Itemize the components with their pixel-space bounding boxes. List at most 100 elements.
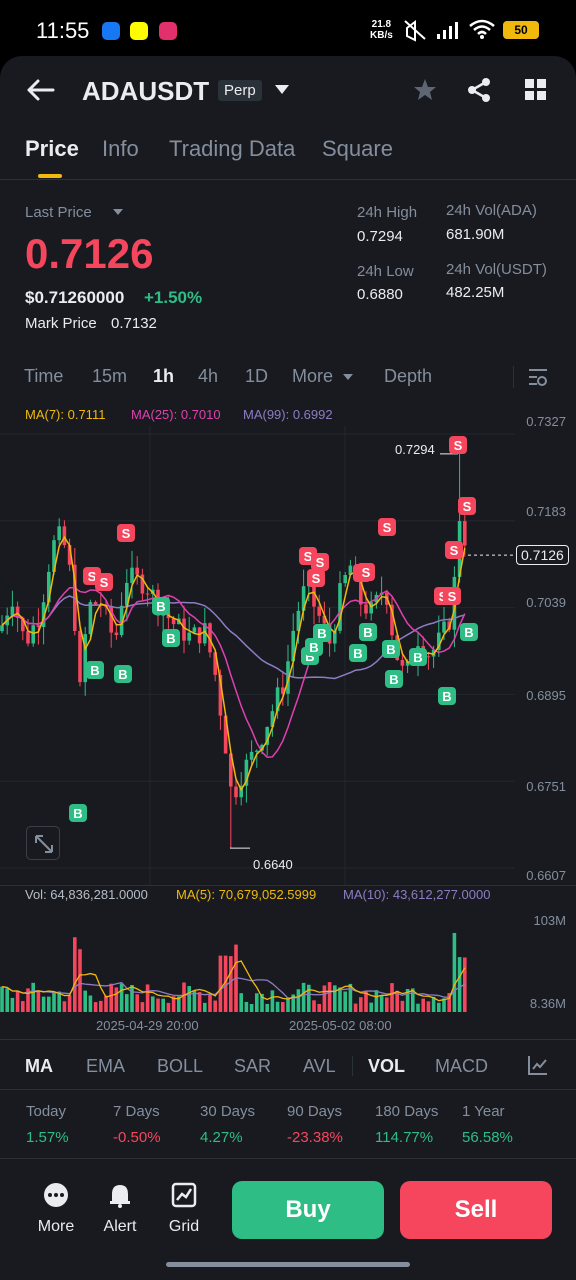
volume-bar (119, 983, 124, 1012)
grid-button[interactable]: Grid (154, 1182, 214, 1236)
candle-body (135, 567, 139, 575)
tf-15m[interactable]: 15m (92, 366, 128, 386)
volume-bar (192, 990, 197, 1012)
indicator-vol[interactable]: VOL (368, 1056, 406, 1076)
svg-text:S: S (383, 520, 392, 535)
net-speed: 21.8 KB/s (370, 19, 393, 41)
indicator-macd[interactable]: MACD (435, 1056, 488, 1076)
share-icon[interactable] (466, 77, 492, 103)
status-bar: 11:55 21.8 KB/s 50 (0, 0, 576, 56)
volume-bar (130, 984, 134, 1012)
volume-bar (213, 1000, 217, 1012)
volume-bar (104, 995, 108, 1012)
indicator-settings-icon[interactable] (527, 1054, 549, 1076)
candle-body (239, 785, 243, 798)
indicator-ema[interactable]: EMA (86, 1056, 126, 1076)
tab-price[interactable]: Price (25, 136, 79, 161)
candle-body (301, 586, 306, 611)
performance-label: 7 Days (113, 1103, 160, 1120)
volume-bar (156, 998, 160, 1012)
candle-body (317, 606, 321, 616)
tabs-divider (0, 179, 576, 180)
x-axis-label: 2025-05-02 08:00 (289, 1018, 392, 1033)
buy-marker: B (152, 597, 170, 615)
symbol-title[interactable]: ADAUSDT (82, 76, 210, 106)
volume-bar (312, 1000, 316, 1012)
volume-bar (244, 1001, 249, 1012)
fullscreen-button[interactable] (26, 826, 60, 860)
volume-ma10-line (1, 977, 466, 999)
tf-1d[interactable]: 1D (245, 366, 269, 386)
low-label: 24h Low (357, 263, 414, 280)
performance-label: 90 Days (287, 1103, 343, 1120)
tab-trading-data[interactable]: Trading Data (169, 136, 296, 161)
high-value: 0.7294 (357, 228, 403, 245)
ma99-legend: MA(99): 0.6992 (243, 407, 333, 422)
buy-button[interactable]: Buy (232, 1181, 384, 1239)
price-axis-label: 0.7183 (526, 504, 566, 519)
buy-marker: B (438, 687, 456, 705)
instagram-icon (159, 22, 177, 40)
low-value: 0.6880 (357, 286, 403, 303)
candle-body (213, 652, 217, 675)
alert-button[interactable]: Alert (90, 1182, 150, 1236)
volume-chart[interactable] (0, 906, 515, 1014)
candle-body (270, 711, 275, 727)
svg-text:B: B (317, 626, 326, 641)
volume-axis-bottom: 8.36M (529, 996, 566, 1011)
status-time: 11:55 (36, 18, 90, 43)
sell-button[interactable]: Sell (400, 1181, 552, 1239)
last-price-label: Last Price (25, 204, 92, 221)
indicator-ma[interactable]: MA (25, 1056, 53, 1076)
sell-marker: S (117, 524, 135, 542)
tf-4h[interactable]: 4h (198, 366, 219, 386)
candle-body (119, 605, 124, 636)
indicator-sar[interactable]: SAR (234, 1056, 272, 1076)
candle-body (145, 593, 150, 595)
candle-body (390, 604, 394, 636)
last-price-dropdown-icon[interactable] (112, 208, 124, 217)
performance-value: 114.77% (375, 1129, 434, 1146)
buy-marker: B (86, 661, 104, 679)
sell-marker: S (445, 541, 463, 559)
volume-bar (296, 989, 301, 1012)
tf-depth[interactable]: Depth (384, 366, 433, 386)
more-button[interactable]: More (26, 1182, 86, 1236)
indicator-avl[interactable]: AVL (303, 1056, 336, 1076)
buy-marker: B (313, 624, 331, 642)
chart-settings-icon[interactable] (527, 367, 549, 387)
volume-bar (291, 994, 295, 1012)
volume-bar (447, 993, 451, 1012)
candle-body (187, 632, 191, 641)
volume-bar (385, 997, 389, 1012)
sell-marker: S (443, 587, 461, 605)
volume-bar (437, 1002, 441, 1012)
candle-body (62, 526, 67, 546)
tf-1h[interactable]: 1h (153, 366, 175, 386)
candle-body (10, 606, 15, 616)
candle-body (312, 583, 316, 607)
performance-value: -23.38% (287, 1129, 343, 1146)
more-dropdown-icon[interactable] (342, 373, 354, 382)
buy-marker: B (114, 665, 132, 683)
svg-text:B: B (386, 642, 395, 657)
tf-time[interactable]: Time (24, 366, 64, 386)
buy-marker: B (162, 629, 180, 647)
messenger-icon (102, 22, 120, 40)
back-arrow-icon[interactable] (26, 78, 56, 102)
svg-text:S: S (100, 575, 109, 590)
indicator-boll[interactable]: BOLL (157, 1056, 204, 1076)
candlestick-chart[interactable]: SSSSSSSSSSSSSSBBBBBBBBBBBBBBB (0, 426, 515, 886)
price-axis-label: 0.7327 (526, 414, 566, 429)
volume-bar (166, 1002, 171, 1012)
sell-marker: S (378, 518, 396, 536)
volume-bar (182, 982, 186, 1012)
symbol-dropdown-icon[interactable] (274, 84, 290, 96)
star-icon[interactable] (412, 77, 438, 103)
tf-more[interactable]: More (292, 366, 334, 386)
tab-info[interactable]: Info (102, 136, 139, 161)
candle-body (47, 571, 51, 603)
tab-square[interactable]: Square (322, 136, 393, 161)
volume-bar (197, 992, 202, 1012)
grid-menu-icon[interactable] (524, 78, 548, 102)
